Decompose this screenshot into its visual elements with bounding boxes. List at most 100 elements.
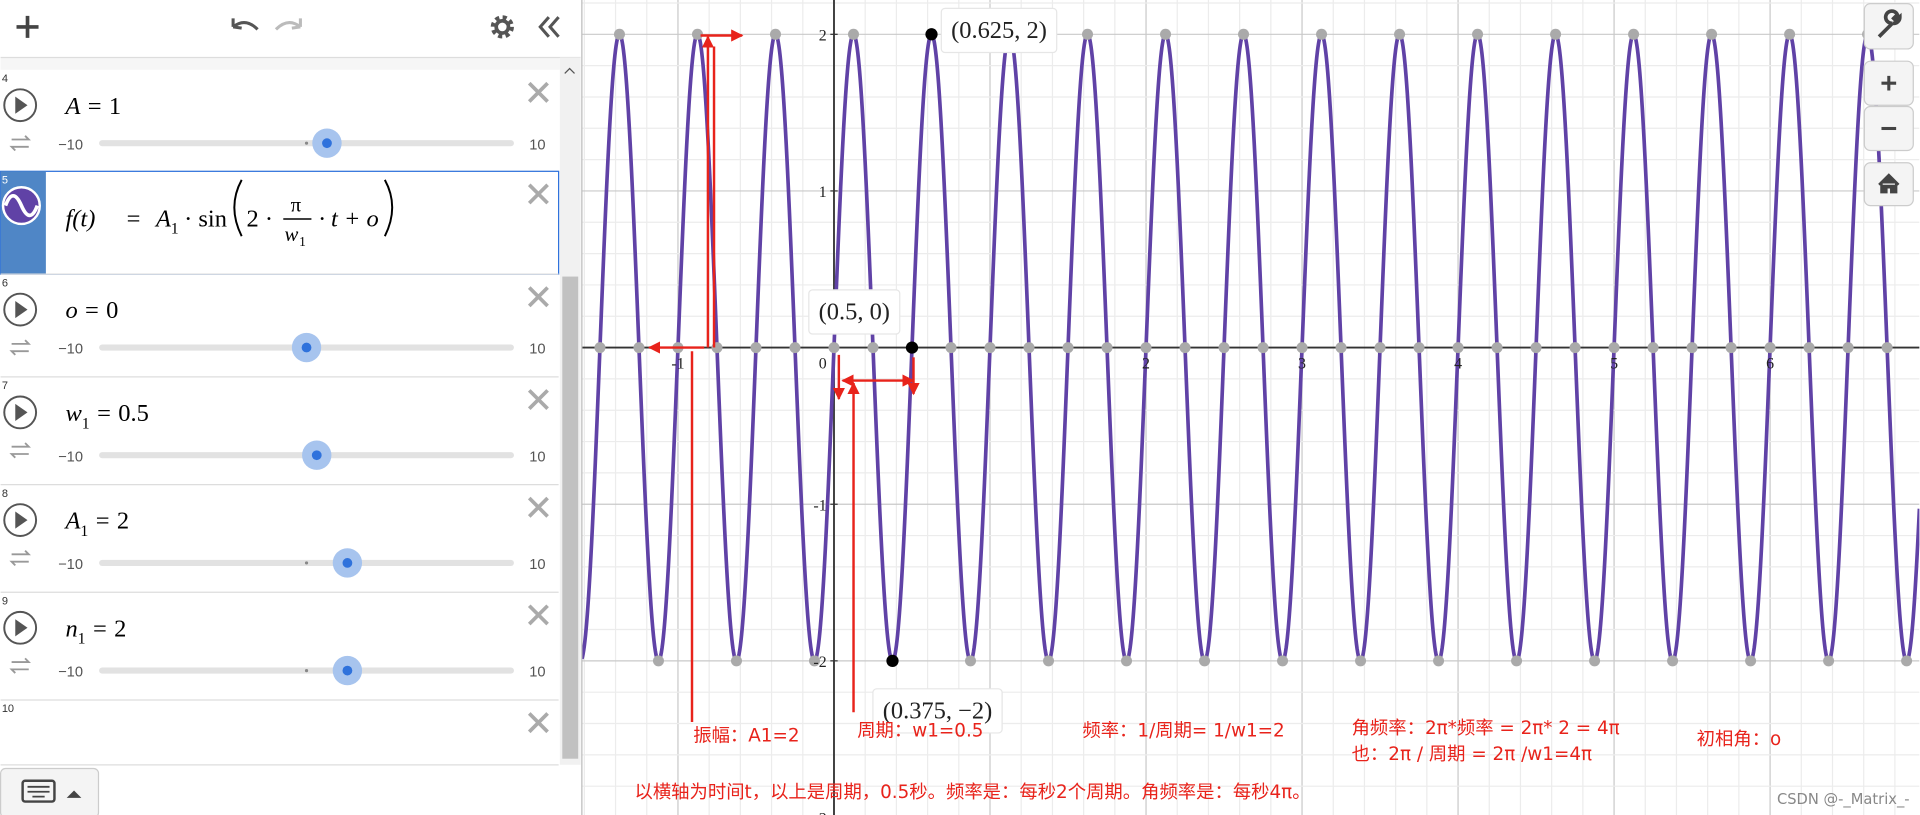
curve-layer bbox=[581, 28, 1920, 667]
poi-dot bbox=[1706, 28, 1718, 40]
loop-icon[interactable] bbox=[9, 442, 31, 459]
zoom-in-button[interactable] bbox=[1863, 60, 1914, 106]
delete-button[interactable] bbox=[527, 604, 549, 626]
annotation: 角频率：2π*频率 = 2π* 2 = 4π bbox=[1352, 718, 1620, 739]
settings-gear[interactable] bbox=[490, 15, 514, 39]
expression-row[interactable]: 8 A1 = 2 −10 10 bbox=[0, 488, 559, 593]
loop-icon[interactable] bbox=[9, 550, 31, 567]
annotation: 也：2π / 周期 = 2π /w1=4π bbox=[1352, 744, 1592, 765]
slider-min: −10 bbox=[58, 137, 83, 153]
poi-dot bbox=[1199, 655, 1211, 667]
poi-dot bbox=[613, 28, 625, 40]
add-button[interactable] bbox=[16, 15, 39, 38]
point-label-box bbox=[872, 688, 1003, 734]
poi-dot bbox=[1803, 342, 1815, 354]
poi-dot bbox=[1745, 655, 1757, 667]
row-highlight bbox=[0, 170, 560, 275]
poi-dot bbox=[1530, 342, 1542, 354]
poi-dot bbox=[1101, 342, 1113, 354]
slider-handle[interactable] bbox=[342, 665, 353, 676]
slider-handle[interactable] bbox=[322, 138, 332, 149]
expression-row[interactable]: 7 w1 = 0.5 −10 10 bbox=[0, 380, 559, 486]
delete-button[interactable] bbox=[527, 286, 549, 308]
delete-button[interactable] bbox=[527, 496, 549, 518]
poi-dot bbox=[1179, 342, 1191, 354]
formula-den: w bbox=[285, 223, 299, 246]
poi-dot bbox=[1608, 342, 1620, 354]
redo-button[interactable] bbox=[274, 18, 302, 31]
poi-dot bbox=[1277, 655, 1289, 667]
expression-row[interactable]: 5f(t) = A 1 · sin 2 ·πw 1· t + o bbox=[0, 170, 560, 275]
slider-zero bbox=[304, 561, 309, 565]
math-part: 0 bbox=[106, 297, 118, 324]
slider-handle[interactable] bbox=[301, 342, 312, 353]
x-tick-label: 5 bbox=[1610, 355, 1618, 372]
poi-dot bbox=[847, 28, 860, 40]
delete-button[interactable] bbox=[527, 183, 549, 205]
slider-max: 10 bbox=[529, 665, 545, 681]
poi-dot bbox=[730, 655, 742, 667]
slider-zero bbox=[304, 669, 309, 673]
poi-dot bbox=[1452, 342, 1464, 354]
math-part: A bbox=[63, 93, 81, 120]
graph-area[interactable]: -1 0 2 3 4 5 6 2 1 -1 -2 -3 (0.625, 2) (0.5, 0) (0.375… bbox=[581, 0, 1920, 815]
poi-dot bbox=[633, 342, 645, 354]
formula-func: · sin bbox=[184, 205, 227, 232]
expression-row[interactable]: 9 n1 = 2 −10 10 bbox=[0, 596, 559, 701]
row-number: 10 bbox=[2, 703, 14, 715]
expression-row[interactable]: 6 o = 0 −10 10 bbox=[0, 277, 559, 378]
slider-handle[interactable] bbox=[342, 558, 353, 568]
play-icon bbox=[15, 511, 28, 529]
point-label: (0.5, 0) bbox=[819, 298, 890, 325]
row-number: 7 bbox=[2, 380, 8, 392]
poi-dot bbox=[1823, 655, 1835, 667]
play-icon bbox=[15, 619, 28, 637]
slider-expression: n1 = 2 bbox=[65, 615, 126, 647]
formula-coef: A bbox=[154, 205, 172, 232]
expression-row[interactable]: 10 bbox=[0, 703, 559, 766]
poi-dot bbox=[1433, 655, 1445, 667]
delete-button[interactable] bbox=[527, 81, 549, 103]
poi-dot bbox=[945, 342, 957, 354]
delete-button[interactable] bbox=[527, 389, 549, 411]
slider-expression: w1 = 0.5 bbox=[65, 400, 148, 432]
math-part: 0.5 bbox=[118, 400, 149, 427]
row-number: 8 bbox=[2, 488, 8, 500]
keyboard-button[interactable] bbox=[0, 767, 100, 815]
collapse-button[interactable] bbox=[538, 16, 560, 38]
x-tick-label: 4 bbox=[1454, 355, 1462, 372]
poi-dot bbox=[789, 342, 801, 354]
math-part: = bbox=[85, 297, 99, 324]
settings-button[interactable] bbox=[1863, 3, 1914, 50]
poi-dot bbox=[808, 655, 820, 667]
loop-icon[interactable] bbox=[9, 657, 31, 674]
annotation: 以横轴为时间t，以上是周期，0.5秒。频率是：每秒2个周期。角频率是：每秒4π。 bbox=[634, 782, 1310, 803]
zoom-out-button[interactable] bbox=[1863, 105, 1914, 152]
expression-row[interactable]: 4 A = 1 −10 10 bbox=[0, 73, 559, 172]
undo-button[interactable] bbox=[231, 18, 259, 31]
loop-icon[interactable] bbox=[9, 135, 31, 152]
math-part: = bbox=[88, 93, 102, 120]
panel-bg bbox=[0, 0, 582, 815]
slider-handle[interactable] bbox=[311, 450, 322, 461]
formula-sub: 1 bbox=[171, 221, 179, 238]
loop-icon[interactable] bbox=[9, 339, 31, 356]
y-tick-label: -2 bbox=[813, 654, 826, 671]
poi-dot bbox=[1023, 342, 1035, 354]
poi-dot bbox=[1160, 28, 1172, 40]
poi-dot bbox=[1472, 28, 1484, 40]
x-tick-label: 0 bbox=[819, 355, 827, 372]
home-button[interactable] bbox=[1863, 162, 1914, 207]
poi-dot bbox=[1569, 342, 1581, 354]
function-curve bbox=[581, 32, 1920, 664]
poi-dot bbox=[1082, 28, 1094, 40]
point-label-box bbox=[940, 7, 1058, 54]
row-number: 5 bbox=[2, 175, 8, 187]
delete-button[interactable] bbox=[527, 712, 549, 734]
scrollbar[interactable] bbox=[559, 57, 581, 765]
annotation: 周期：w1=0.5 bbox=[857, 721, 983, 742]
math-part: 1 bbox=[109, 93, 121, 120]
slider-expression: o = 0 bbox=[65, 297, 118, 324]
